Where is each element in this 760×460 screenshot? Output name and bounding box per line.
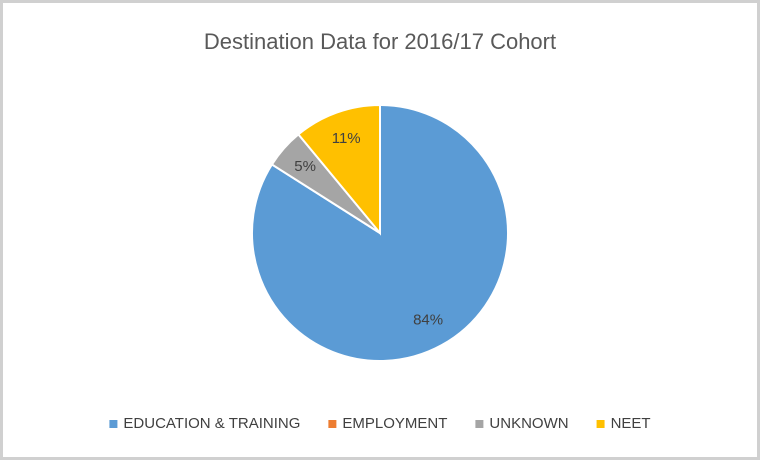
legend-label: UNKNOWN [489,415,568,432]
legend-label: EMPLOYMENT [342,415,447,432]
legend-swatch [596,420,605,428]
data-label: 11% [332,130,361,147]
legend-swatch [109,420,118,428]
legend-label: NEET [611,415,651,432]
legend: EDUCATION & TRAINING EMPLOYMENT UNKNOWN NEE… [109,415,651,432]
data-label: 5% [294,158,316,175]
pie-slice [297,103,381,236]
legend-swatch [328,420,337,428]
chart-title: Destination Data for 2016/17 Cohort [204,29,556,54]
data-label: 84% [413,311,443,328]
legend-label: EDUCATION & TRAINING [123,415,300,432]
legend-swatch [475,420,484,428]
